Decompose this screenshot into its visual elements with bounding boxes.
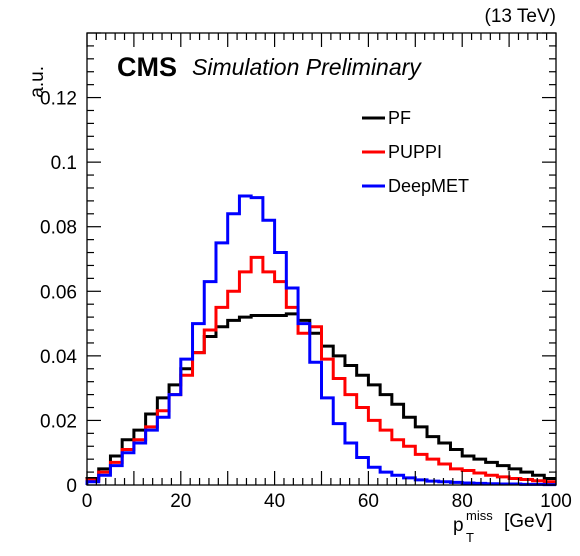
x-axis-label-sub: T: [466, 530, 474, 545]
y-tick-label: 0.08: [40, 218, 77, 239]
y-axis-label: a.u.: [27, 66, 48, 98]
y-tick-label: 0: [66, 476, 77, 497]
x-axis-label-unit: [GeV]: [504, 511, 553, 532]
experiment-label: CMS: [117, 52, 177, 82]
chart-subtitle: Simulation Preliminary: [192, 54, 422, 80]
x-tick-label: 40: [264, 491, 285, 512]
y-tick-label: 0.02: [40, 411, 77, 432]
y-tick-label: 0.1: [51, 153, 77, 174]
y-tick-label: 0.04: [40, 347, 77, 368]
x-axis-label: p T miss [GeV]: [453, 508, 553, 545]
x-tick-label: 0: [82, 491, 93, 512]
series-layer: [85, 194, 556, 487]
energy-label: (13 TeV): [485, 6, 556, 27]
x-tick-label: 60: [358, 491, 379, 512]
x-axis-label-main: p: [453, 515, 464, 536]
series-line-puppi: [85, 255, 556, 485]
x-tick-label: 100: [540, 491, 572, 512]
legend-label-deepmet: DeepMET: [388, 176, 469, 196]
legend-label-puppi: PUPPI: [388, 142, 442, 162]
legend-label-pf: PF: [388, 108, 411, 128]
tick-marks: [86, 32, 557, 486]
y-tick-label: 0.06: [40, 282, 77, 303]
x-tick-label: 80: [452, 491, 473, 512]
tick-labels: 0 20 40 60 80 100 0 0.02 0.04 0.06 0.08 0.1 0.12: [40, 89, 572, 512]
y-tick-label: 0.12: [40, 89, 77, 110]
x-tick-label: 20: [170, 491, 191, 512]
legend: PF PUPPI DeepMET: [362, 108, 469, 196]
x-axis-label-sup: miss: [466, 508, 493, 523]
